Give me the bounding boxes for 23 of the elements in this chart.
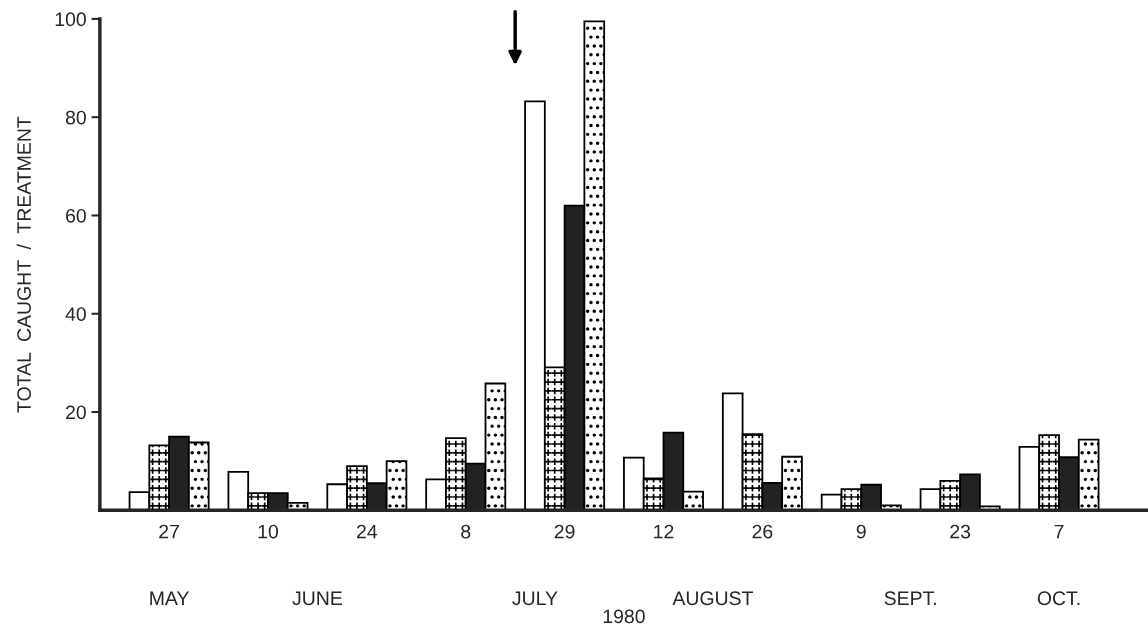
- y-tick-label: 100: [55, 12, 86, 27]
- y-tick-label: 60: [66, 208, 86, 223]
- y-tick-label: 80: [65, 110, 86, 125]
- y-tick-label: 20: [66, 405, 86, 420]
- text: MAY: [150, 591, 190, 605]
- text: OCT.: [1037, 591, 1080, 606]
- x-tick-label: 24: [357, 524, 378, 539]
- x-tick-label: 12: [654, 524, 674, 539]
- text: SEPT.: [884, 591, 936, 606]
- x-tick-label: 8: [461, 524, 471, 539]
- y-tick-label: 40: [65, 307, 86, 321]
- text: JULY: [512, 591, 558, 606]
- x-tick-label: 23: [950, 524, 971, 539]
- x-tick-label: 10: [258, 524, 279, 539]
- x-tick-label: 7: [1054, 524, 1064, 539]
- x-tick-label: 26: [752, 524, 773, 539]
- text: JUNE: [292, 591, 342, 606]
- text: AUGUST: [672, 591, 753, 606]
- x-tick-label: 27: [159, 524, 179, 539]
- x-axis-title: 1980: [603, 609, 645, 624]
- y-axis-title: TOTAL CAUGHT / TREATMENT: [16, 116, 31, 413]
- x-tick-label: 9: [856, 524, 866, 539]
- x-tick-label: 29: [554, 524, 575, 539]
